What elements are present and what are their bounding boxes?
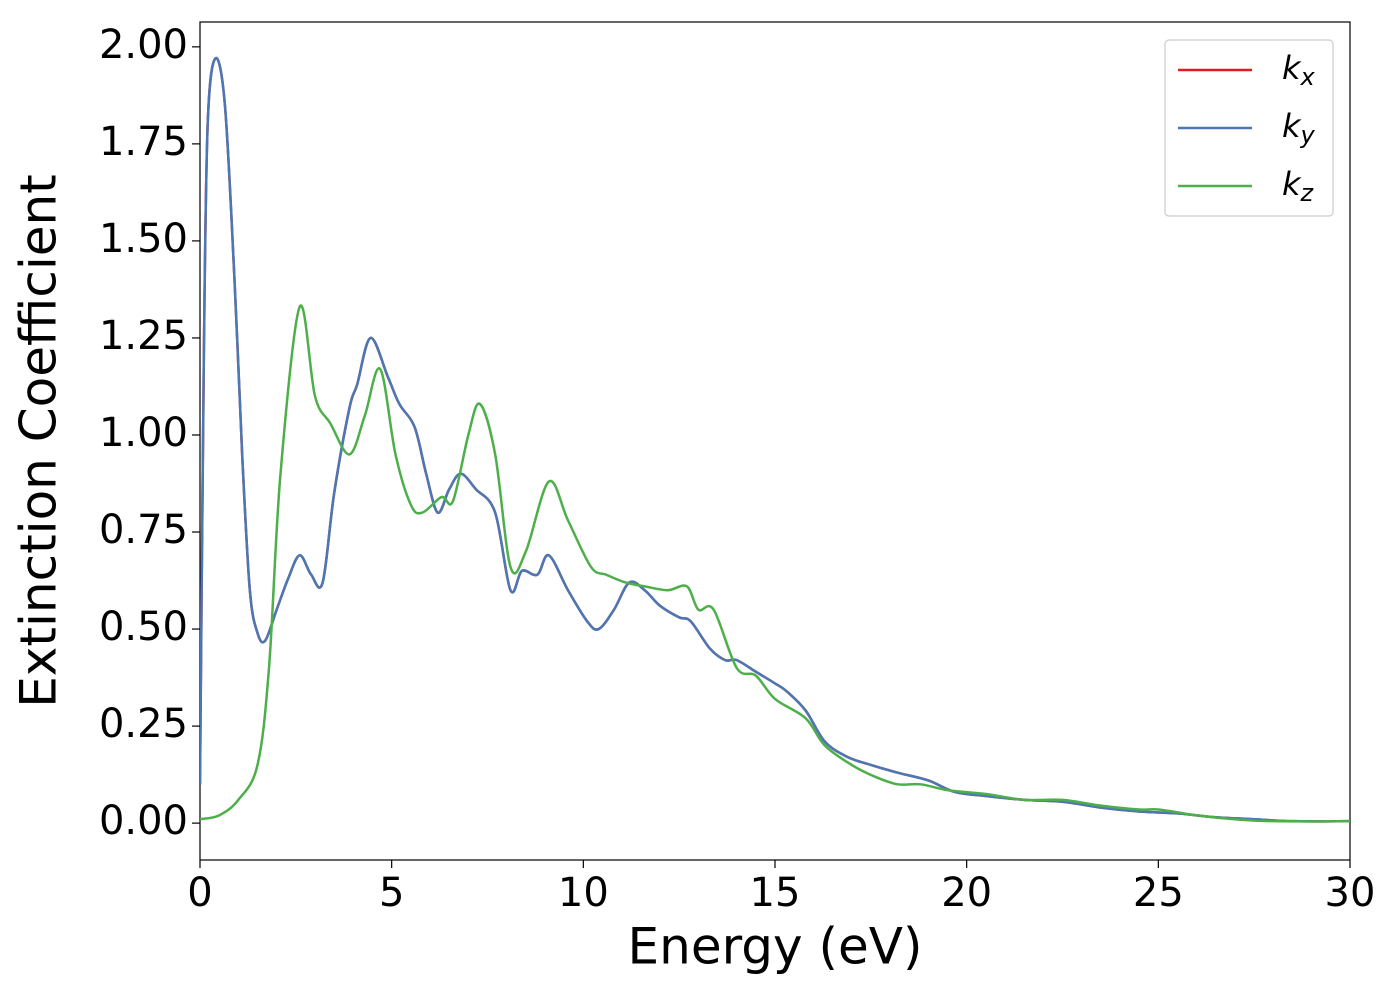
x-tick-label: 30 (1325, 870, 1376, 916)
legend-label: ky (1282, 107, 1316, 149)
legend-label: kx (1282, 49, 1316, 91)
legend-label: kz (1282, 165, 1315, 207)
legend-label-main: k (1282, 165, 1302, 203)
legend-label-sub: y (1300, 121, 1316, 149)
y-tick-label: 0.75 (99, 507, 188, 553)
y-tick-label: 1.00 (99, 410, 188, 456)
series-line (200, 56, 1350, 823)
x-tick-label: 25 (1133, 870, 1184, 916)
x-tick-label: 0 (187, 870, 212, 916)
x-tick-label: 15 (750, 870, 801, 916)
y-tick-label: 0.00 (99, 798, 188, 844)
y-tick-label: 1.50 (99, 216, 188, 262)
y-axis-label: Extinction Coefficient (10, 174, 68, 708)
legend-label-sub: z (1300, 179, 1315, 207)
y-tick-label: 0.50 (99, 604, 188, 650)
x-axis-label: Energy (eV) (628, 918, 923, 976)
x-tick-label: 5 (379, 870, 404, 916)
y-tick-label: 2.00 (99, 22, 188, 68)
series-line (200, 304, 1350, 823)
y-tick-label: 1.25 (99, 313, 188, 359)
legend-label-main: k (1282, 107, 1302, 145)
legend-label-main: k (1282, 49, 1302, 87)
legend-label-sub: x (1300, 63, 1316, 91)
y-tick-label: 0.25 (99, 701, 188, 747)
x-tick-label: 10 (558, 870, 609, 916)
y-tick-label: 1.75 (99, 119, 188, 165)
x-tick-label: 20 (941, 870, 992, 916)
